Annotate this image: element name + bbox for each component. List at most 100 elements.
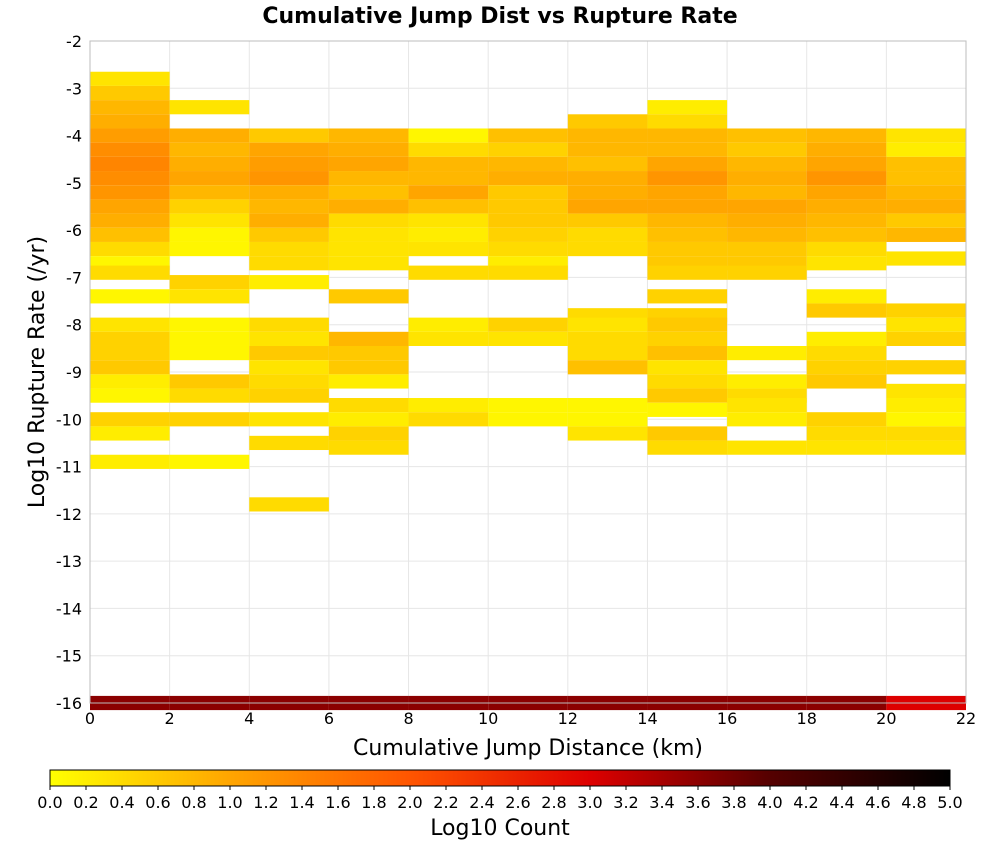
heatmap-cell	[806, 241, 887, 257]
heatmap-cell	[806, 440, 887, 455]
heatmap-cell	[90, 426, 170, 441]
heatmap-cell	[647, 128, 728, 143]
heatmap-cell	[328, 199, 409, 214]
heatmap-cell	[328, 156, 409, 172]
heatmap-cell	[249, 374, 329, 389]
heatmap-cell	[567, 185, 648, 200]
heatmap-cell	[249, 241, 329, 257]
heatmap-cell	[806, 227, 887, 242]
heatmap-cell	[90, 71, 170, 86]
heatmap-cell	[806, 426, 887, 441]
heatmap-cell	[806, 199, 887, 214]
heatmap-cell	[886, 440, 966, 455]
y-tick-label: -15	[56, 647, 82, 666]
heatmap-cell	[408, 398, 489, 413]
heatmap-cell	[886, 156, 966, 172]
colorbar-tick-label: 2.4	[469, 793, 494, 812]
heatmap-cell	[328, 412, 409, 427]
heatmap-cell	[806, 345, 887, 361]
heatmap-cell	[647, 114, 728, 129]
heatmap-cell	[90, 265, 170, 280]
heatmap-cell	[249, 156, 329, 172]
heatmap-cell	[567, 317, 648, 332]
colorbar-tick-label: 0.8	[181, 793, 206, 812]
heatmap-cell	[567, 360, 648, 375]
heatmap-cell	[567, 241, 648, 257]
heatmap-cell	[886, 383, 966, 399]
heatmap-cell	[727, 241, 807, 257]
y-axis-ticks: -16 -15 -14 -13 -12 -11 -10 -9 -8 -7 -6 -5 -4 -3 -2	[56, 32, 82, 713]
colorbar-tick-label: 4.8	[901, 793, 926, 812]
colorbar-tick-label: 0.2	[73, 793, 98, 812]
heatmap-cell	[90, 241, 170, 257]
heatmap-cell	[90, 412, 170, 427]
heatmap-cell	[727, 185, 807, 200]
x-tick-label: 6	[324, 709, 334, 728]
heatmap-cell	[488, 156, 568, 172]
heatmap-cell	[886, 331, 966, 346]
heatmap-cell	[328, 331, 409, 346]
heatmap-cell	[806, 360, 887, 375]
heatmap-cell	[90, 156, 170, 172]
heatmap-cell	[727, 227, 807, 242]
colorbar-tick-label: 1.6	[325, 793, 350, 812]
heatmap-cell	[249, 199, 329, 214]
colorbar-tick-label: 2.0	[397, 793, 422, 812]
colorbar-tick-label: 2.2	[433, 793, 458, 812]
heatmap-cell	[328, 171, 409, 186]
heatmap-cell	[647, 227, 728, 242]
heatmap-cell	[806, 213, 887, 228]
heatmap-cell	[727, 265, 807, 280]
heatmap-cell	[328, 227, 409, 242]
y-tick-label: -3	[66, 79, 82, 98]
heatmap-cell	[886, 251, 966, 266]
heatmap-cell	[408, 171, 489, 186]
heatmap-cell	[90, 345, 170, 361]
heatmap-cell	[806, 185, 887, 200]
heatmap-cell	[886, 142, 966, 157]
heatmap-cell	[806, 412, 887, 427]
heatmap-cell	[408, 128, 489, 143]
heatmap-cell	[249, 171, 329, 186]
y-tick-label: -8	[66, 316, 82, 335]
heatmap-cell	[806, 289, 887, 304]
heatmap-cell	[90, 317, 170, 332]
heatmap-cell	[567, 142, 648, 157]
y-tick-label: -5	[66, 174, 82, 193]
heatmap-cell	[169, 345, 250, 361]
heatmap-cell	[647, 241, 728, 257]
y-tick-label: -4	[66, 127, 82, 146]
colorbar-tick-label: 5.0	[937, 793, 962, 812]
heatmap-cell	[90, 360, 170, 375]
colorbar-tick-label: 3.4	[649, 793, 674, 812]
heatmap-cell	[886, 213, 966, 228]
heatmap-cell	[408, 227, 489, 242]
heatmap-cell	[328, 440, 409, 455]
heatmap-cell	[249, 345, 329, 361]
colorbar-tick-label: 2.6	[505, 793, 530, 812]
heatmap-cell	[90, 114, 170, 129]
x-tick-label: 22	[956, 709, 976, 728]
heatmap-cell	[249, 227, 329, 242]
heatmap-cell	[249, 360, 329, 375]
heatmap-cell	[567, 156, 648, 172]
heatmap-cell	[567, 331, 648, 346]
colorbar-tick-label: 4.6	[865, 793, 890, 812]
colorbar-tick-label: 3.6	[685, 793, 710, 812]
heatmap-cell	[90, 331, 170, 346]
heatmap-cell	[567, 227, 648, 242]
heatmap-cell	[567, 128, 648, 143]
heatmap-cell	[488, 265, 568, 280]
heatmap-cell	[249, 256, 329, 271]
heatmap-cell	[886, 317, 966, 332]
heatmap-cell	[727, 156, 807, 172]
heatmap-cell	[169, 317, 250, 332]
heatmap-cell	[567, 426, 648, 441]
heatmap-cell	[408, 317, 489, 332]
heatmap-cell	[408, 331, 489, 346]
heatmap-cell	[90, 213, 170, 228]
heatmap-cell	[328, 374, 409, 389]
x-tick-label: 12	[558, 709, 578, 728]
heatmap-cell	[169, 156, 250, 172]
heatmap-cell	[90, 85, 170, 101]
